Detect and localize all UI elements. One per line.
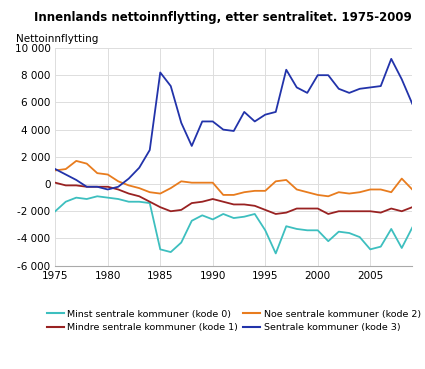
Legend: Minst sentrale kommuner (kode 0), Mindre sentrale kommuner (kode 1), Noe sentral: Minst sentrale kommuner (kode 0), Mindre… bbox=[47, 310, 421, 332]
Text: Nettoinnflytting: Nettoinnflytting bbox=[16, 34, 98, 44]
Text: Innenlands nettoinnflytting, etter sentralitet. 1975-2009: Innenlands nettoinnflytting, etter sentr… bbox=[34, 11, 412, 24]
